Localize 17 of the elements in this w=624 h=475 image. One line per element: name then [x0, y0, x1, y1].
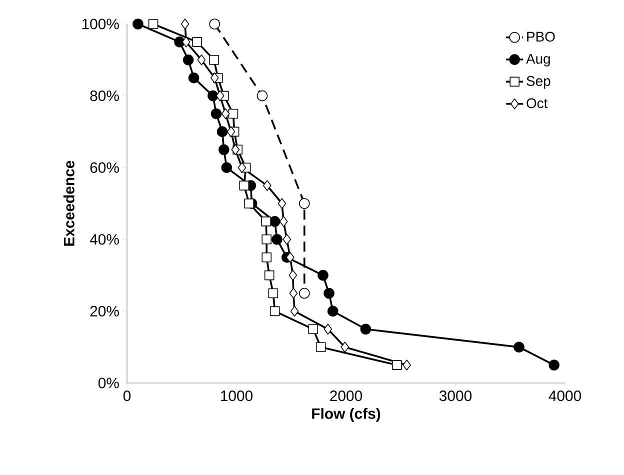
y-tick-label: 80%: [90, 90, 119, 102]
legend-label: Aug: [526, 54, 550, 66]
x-tick-label: 1000: [221, 390, 253, 402]
y-tick-label: 60%: [90, 162, 119, 173]
y-tick-label: 20%: [90, 306, 119, 316]
y-tick-label: 0%: [98, 378, 119, 388]
y-tick-label: 100%: [82, 18, 119, 30]
x-tick-label: 4000: [548, 390, 582, 402]
legend-label: PBO: [527, 32, 555, 42]
x-tick-label: 3000: [439, 390, 472, 402]
y-tick-label: 40%: [90, 234, 119, 245]
x-tick-label: 2000: [330, 390, 362, 402]
x-tick-label: 0: [123, 390, 131, 402]
legend-label: Sep: [526, 76, 550, 89]
x-axis-title: Flow (cfs): [312, 408, 380, 422]
y-axis-title: Exceedence: [63, 160, 74, 246]
legend-label: Oct: [526, 98, 548, 108]
